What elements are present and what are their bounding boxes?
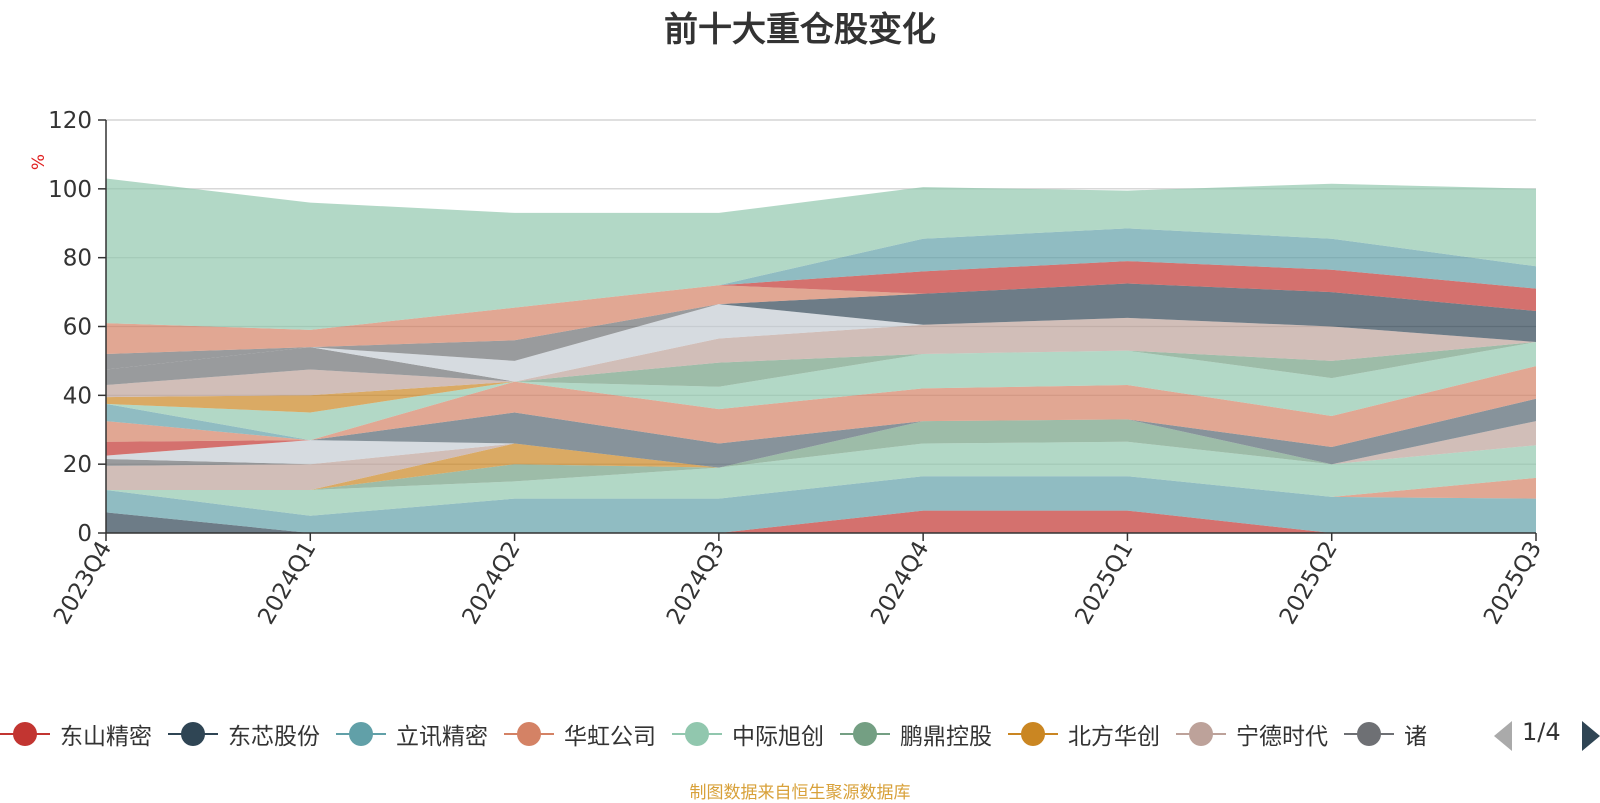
y-tick-label: 40 [63, 383, 92, 409]
x-tick-label: 2024Q4 [866, 537, 934, 629]
chart-title: 前十大重仓股变化 [664, 10, 936, 50]
legend-marker-icon [1176, 721, 1226, 747]
legend-label: 北方华创 [1068, 724, 1160, 750]
legend-marker-icon [0, 721, 50, 747]
legend-item[interactable]: 宁德时代 [1176, 716, 1328, 752]
legend-item[interactable]: 中际旭创 [672, 716, 824, 752]
legend-item[interactable]: 华虹公司 [504, 716, 656, 752]
area-series-10 [106, 419, 1536, 468]
legend-marker-icon [504, 721, 554, 747]
area-series-26 [106, 228, 1536, 330]
x-tick-label: 2025Q2 [1275, 537, 1343, 629]
y-tick-label: 100 [48, 177, 92, 203]
legend-label: 立讯精密 [396, 724, 488, 750]
legend-next-page-button[interactable] [1582, 721, 1600, 751]
legend-marker-icon [1344, 721, 1394, 747]
legend-item[interactable]: 鹏鼎控股 [840, 716, 992, 752]
area-series-6 [106, 419, 1536, 490]
x-tick-label: 2024Q1 [253, 537, 321, 629]
area-series-22 [106, 283, 1536, 370]
area-series-14 [106, 366, 1536, 447]
y-tick-label: 0 [77, 521, 92, 547]
y-tick-label: 120 [48, 108, 92, 134]
area-series-17 [106, 342, 1536, 413]
y-axis-label: % [29, 154, 49, 170]
source-note: 制图数据来自恒生聚源数据库 [689, 783, 911, 803]
area-series-25 [106, 261, 1536, 330]
area-series-2 [106, 510, 1536, 533]
y-tick-label: 60 [63, 315, 92, 341]
legend-label: 东山精密 [60, 724, 152, 750]
area-series-27 [106, 178, 1536, 330]
legend-prev-page-button[interactable] [1494, 721, 1512, 751]
x-tick-label: 2024Q2 [458, 537, 526, 629]
area-series-9 [106, 419, 1536, 468]
legend: 东山精密 东芯股份 立讯精密 华虹公司 中际旭创 鹏鼎控股 北方华创 宁德时代 诸 [0, 716, 1480, 752]
area-series-16 [106, 342, 1536, 441]
legend-item[interactable]: 东山精密 [0, 716, 152, 752]
area-series-18 [106, 342, 1536, 398]
x-tick-label: 2025Q3 [1479, 537, 1547, 629]
legend-label: 华虹公司 [564, 724, 656, 750]
x-tick-label: 2025Q1 [1070, 537, 1138, 629]
area-series-23 [106, 283, 1536, 370]
y-tick-label: 20 [63, 452, 92, 478]
x-axis-ticks: 2023Q4 2024Q1 2024Q2 2024Q3 2024Q4 2025Q1 2025… [49, 533, 1547, 629]
legend-item[interactable]: 东芯股份 [168, 716, 320, 752]
legend-marker-icon [840, 721, 890, 747]
legend-label: 鹏鼎控股 [900, 724, 992, 750]
area-series-15 [106, 366, 1536, 441]
legend-item[interactable]: 诸 [1344, 716, 1427, 752]
x-tick-label: 2024Q3 [662, 537, 730, 629]
area-series-21 [106, 304, 1536, 382]
legend-label: 中际旭创 [732, 724, 824, 750]
legend-pager: 1/4 [1494, 716, 1600, 752]
area-series-8 [106, 419, 1536, 490]
legend-label: 东芯股份 [228, 724, 320, 750]
legend-marker-icon [1008, 721, 1058, 747]
area-series-11 [106, 398, 1536, 468]
area-series-5 [106, 441, 1536, 516]
area-series-3 [106, 476, 1536, 533]
legend-label: 宁德时代 [1236, 724, 1328, 750]
legend-marker-icon [336, 721, 386, 747]
y-axis-ticks: 0 20 40 60 80 100 120 [48, 108, 106, 547]
legend-item[interactable]: 北方华创 [1008, 716, 1160, 752]
legend-label: 诸 [1404, 724, 1427, 750]
legend-item[interactable]: 立讯精密 [336, 716, 488, 752]
x-tick-label: 2023Q4 [49, 537, 117, 629]
area-series [106, 178, 1536, 533]
area-series-1 [106, 510, 1536, 533]
stacked-area-chart: 0 20 40 60 80 100 120 2023Q4 2024Q1 2024Q2 2024Q3… [29, 108, 1547, 629]
legend-page-indicator: 1/4 [1522, 718, 1561, 746]
area-series-19 [106, 317, 1536, 398]
y-tick-label: 80 [63, 246, 92, 272]
legend-marker-icon [168, 721, 218, 747]
legend-marker-icon [672, 721, 722, 747]
area-series-24 [106, 283, 1536, 354]
